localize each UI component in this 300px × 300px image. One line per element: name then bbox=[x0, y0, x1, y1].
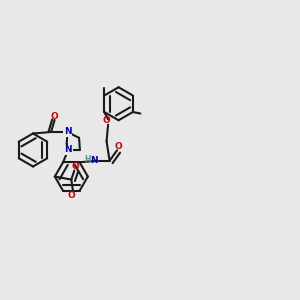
Text: N: N bbox=[64, 128, 71, 136]
Text: N: N bbox=[64, 145, 72, 154]
Text: O: O bbox=[115, 142, 122, 151]
Text: O: O bbox=[51, 112, 58, 121]
Text: H: H bbox=[84, 155, 90, 164]
Text: O: O bbox=[68, 191, 75, 200]
Text: N: N bbox=[90, 156, 98, 165]
Text: O: O bbox=[103, 116, 110, 125]
Text: O: O bbox=[72, 162, 80, 171]
